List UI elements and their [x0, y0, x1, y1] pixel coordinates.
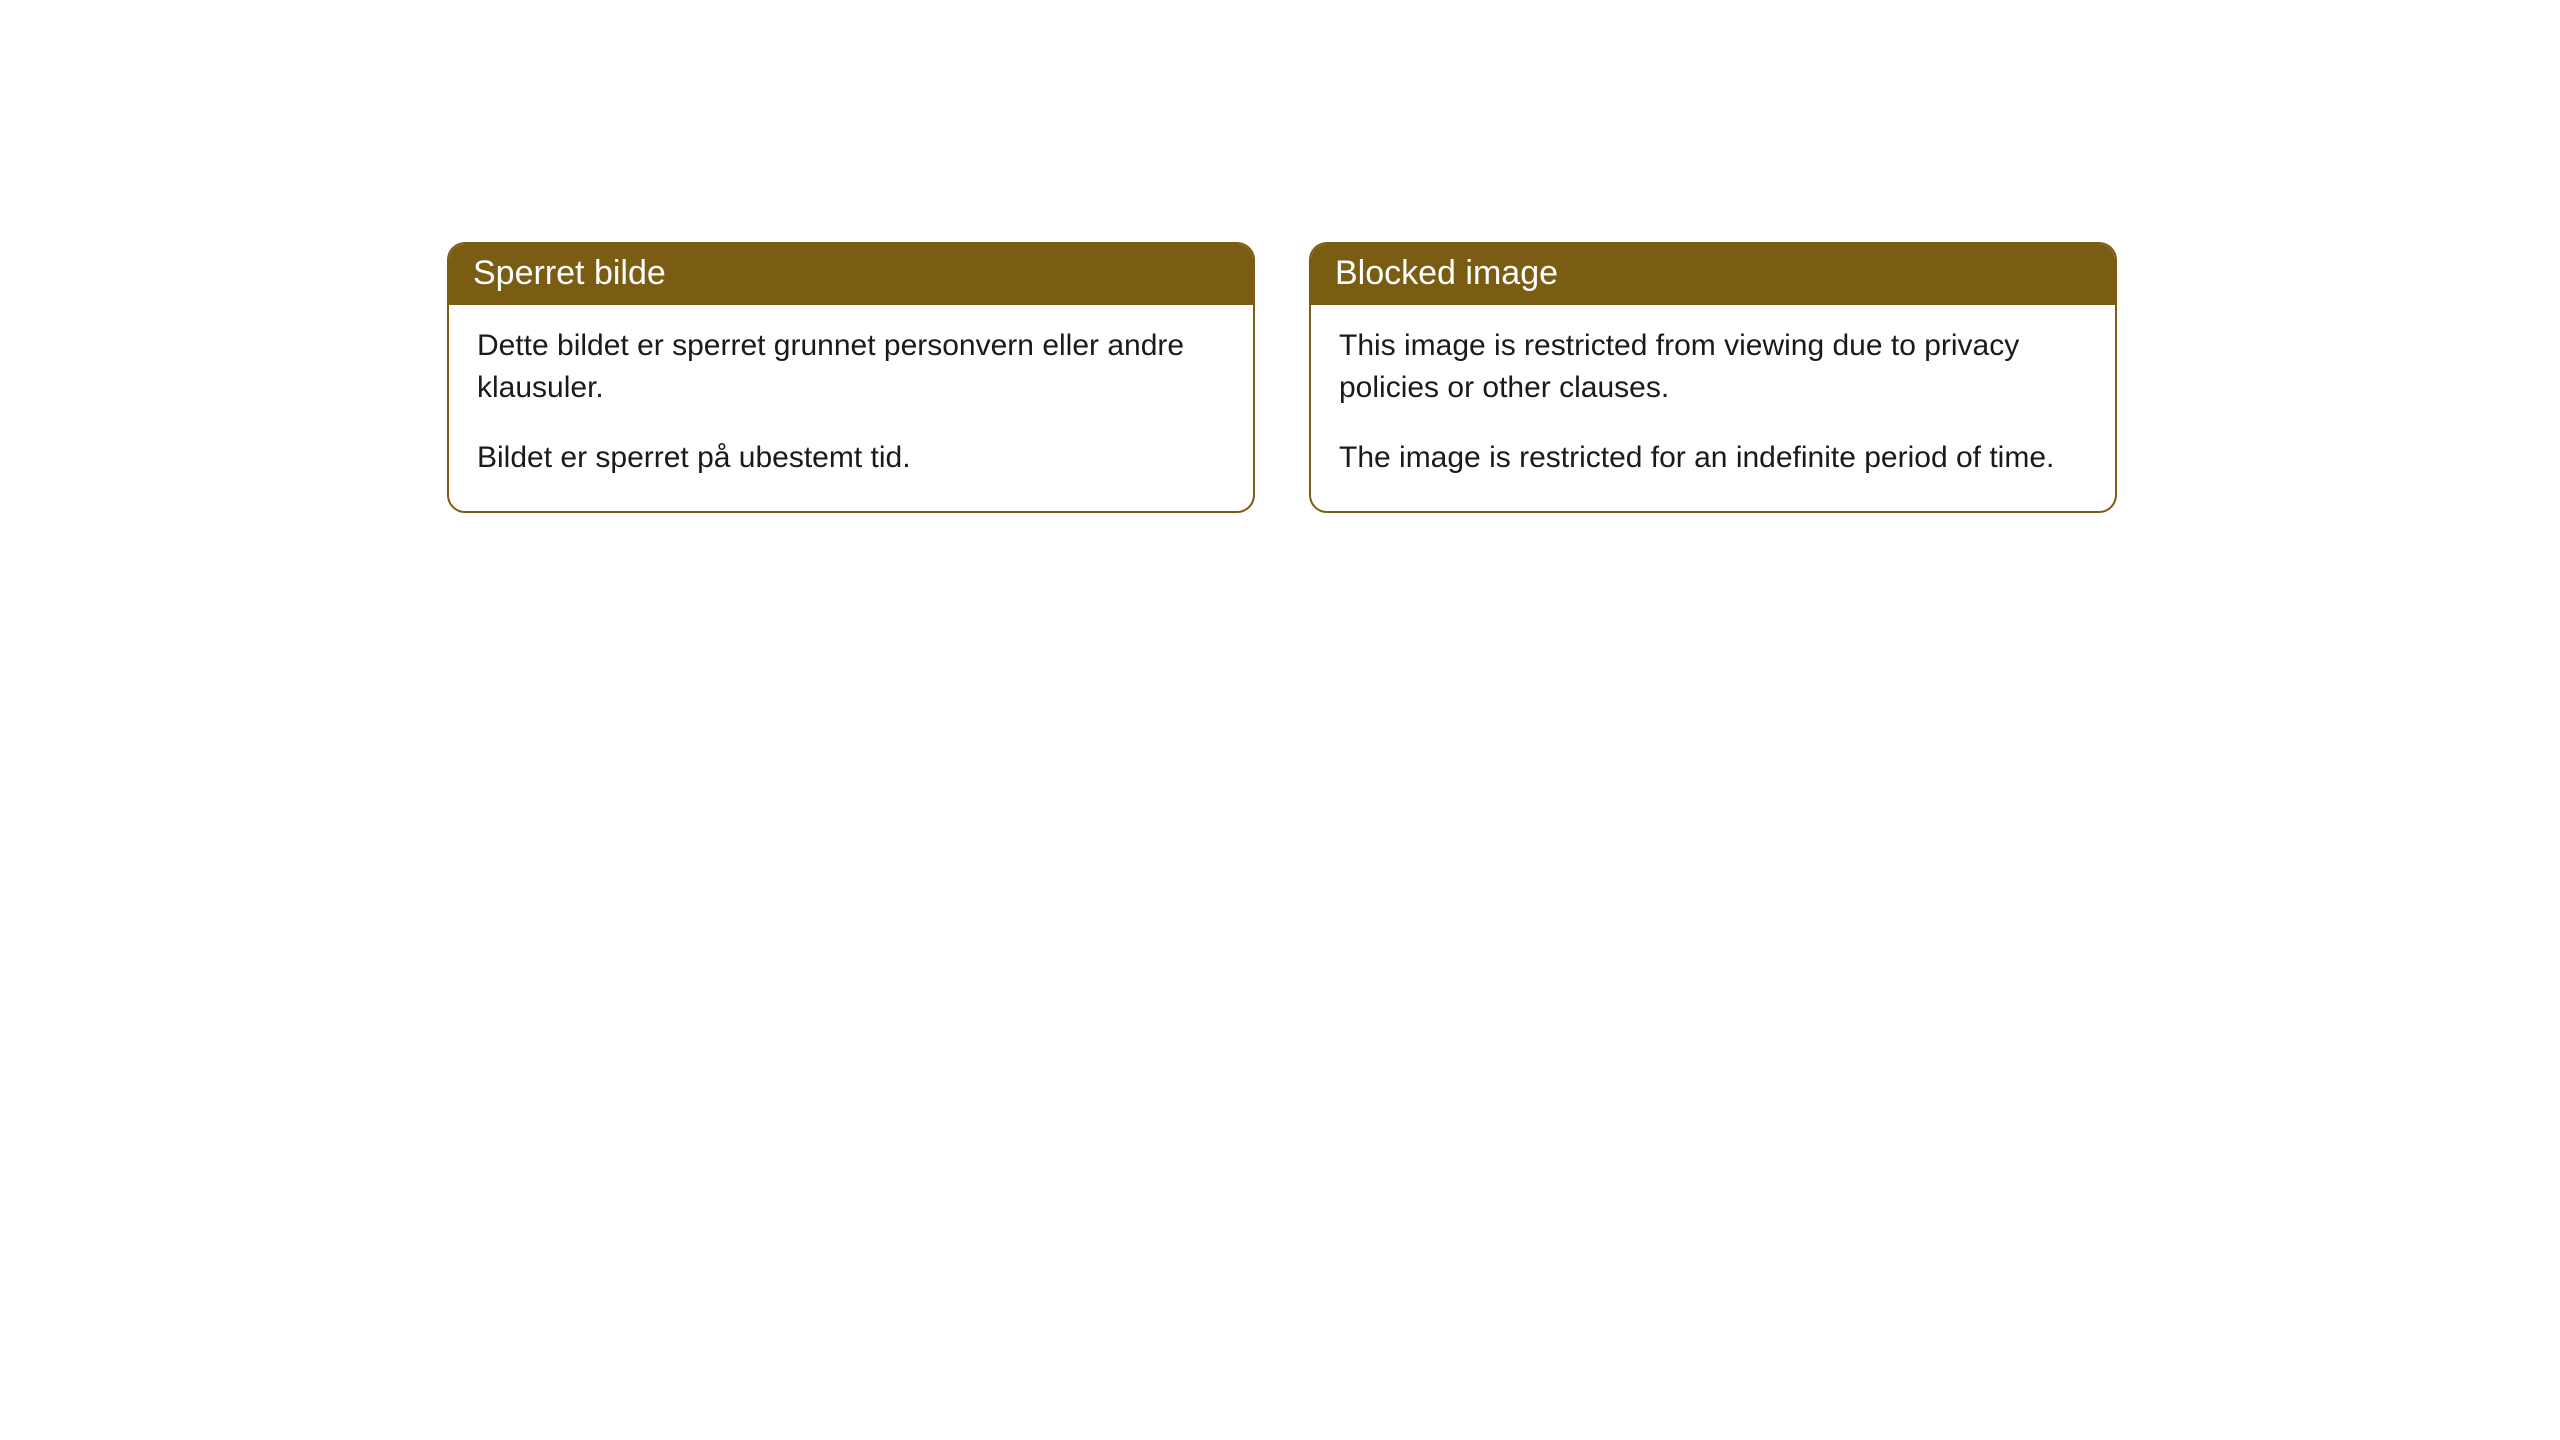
notice-card-title: Blocked image: [1311, 244, 2115, 305]
notice-card-english: Blocked image This image is restricted f…: [1309, 242, 2117, 513]
notice-paragraph: This image is restricted from viewing du…: [1339, 325, 2087, 409]
notice-paragraph: Dette bildet er sperret grunnet personve…: [477, 325, 1225, 409]
notice-card-body: This image is restricted from viewing du…: [1311, 305, 2115, 511]
notice-card-body: Dette bildet er sperret grunnet personve…: [449, 305, 1253, 511]
notice-cards-container: Sperret bilde Dette bildet er sperret gr…: [447, 242, 2117, 513]
notice-paragraph: The image is restricted for an indefinit…: [1339, 437, 2087, 479]
notice-paragraph: Bildet er sperret på ubestemt tid.: [477, 437, 1225, 479]
notice-card-norwegian: Sperret bilde Dette bildet er sperret gr…: [447, 242, 1255, 513]
notice-card-title: Sperret bilde: [449, 244, 1253, 305]
